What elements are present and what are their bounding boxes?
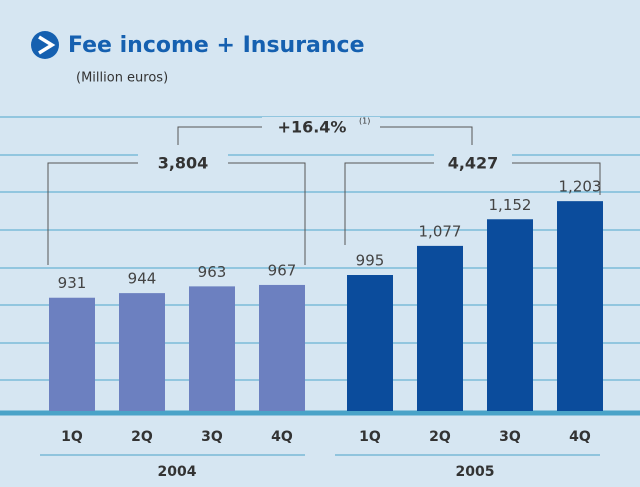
value-label: 967 — [268, 261, 297, 279]
total-label: 3,804 — [158, 154, 209, 173]
x-tick-label: 2Q — [131, 429, 153, 445]
value-label: 963 — [198, 263, 227, 281]
x-tick-label: 2Q — [429, 429, 451, 445]
value-label: 1,203 — [559, 178, 602, 196]
bar — [487, 219, 533, 411]
chart-subtitle: (Million euros) — [76, 71, 168, 86]
x-tick-label: 3Q — [201, 429, 223, 445]
title-icon — [31, 31, 59, 59]
value-label: 995 — [356, 252, 385, 270]
bar — [259, 284, 305, 411]
growth-label: +16.4% — [278, 118, 347, 137]
group-label: 2005 — [456, 464, 495, 480]
bar — [189, 286, 235, 411]
label-bg — [262, 117, 380, 137]
bar — [417, 245, 463, 411]
total-label: 4,427 — [448, 154, 499, 173]
value-label: 931 — [58, 274, 87, 292]
bar — [557, 201, 603, 411]
x-tick-label: 1Q — [359, 429, 381, 445]
group-label: 2004 — [158, 464, 197, 480]
x-tick-label: 3Q — [499, 429, 521, 445]
value-label: 944 — [128, 270, 157, 288]
title-icon-arrow — [38, 35, 56, 55]
label-bg — [434, 153, 512, 173]
label-bg — [138, 153, 228, 173]
x-tick-label: 4Q — [271, 429, 293, 445]
bar — [49, 297, 95, 411]
x-tick-label: 1Q — [61, 429, 83, 445]
chart-title: Fee income + Insurance — [68, 33, 365, 58]
bar — [119, 293, 165, 411]
value-label: 1,152 — [489, 196, 532, 214]
footnote-mark: (1) — [359, 117, 370, 126]
bar — [347, 275, 393, 411]
value-label: 1,077 — [419, 222, 462, 240]
x-tick-label: 4Q — [569, 429, 591, 445]
